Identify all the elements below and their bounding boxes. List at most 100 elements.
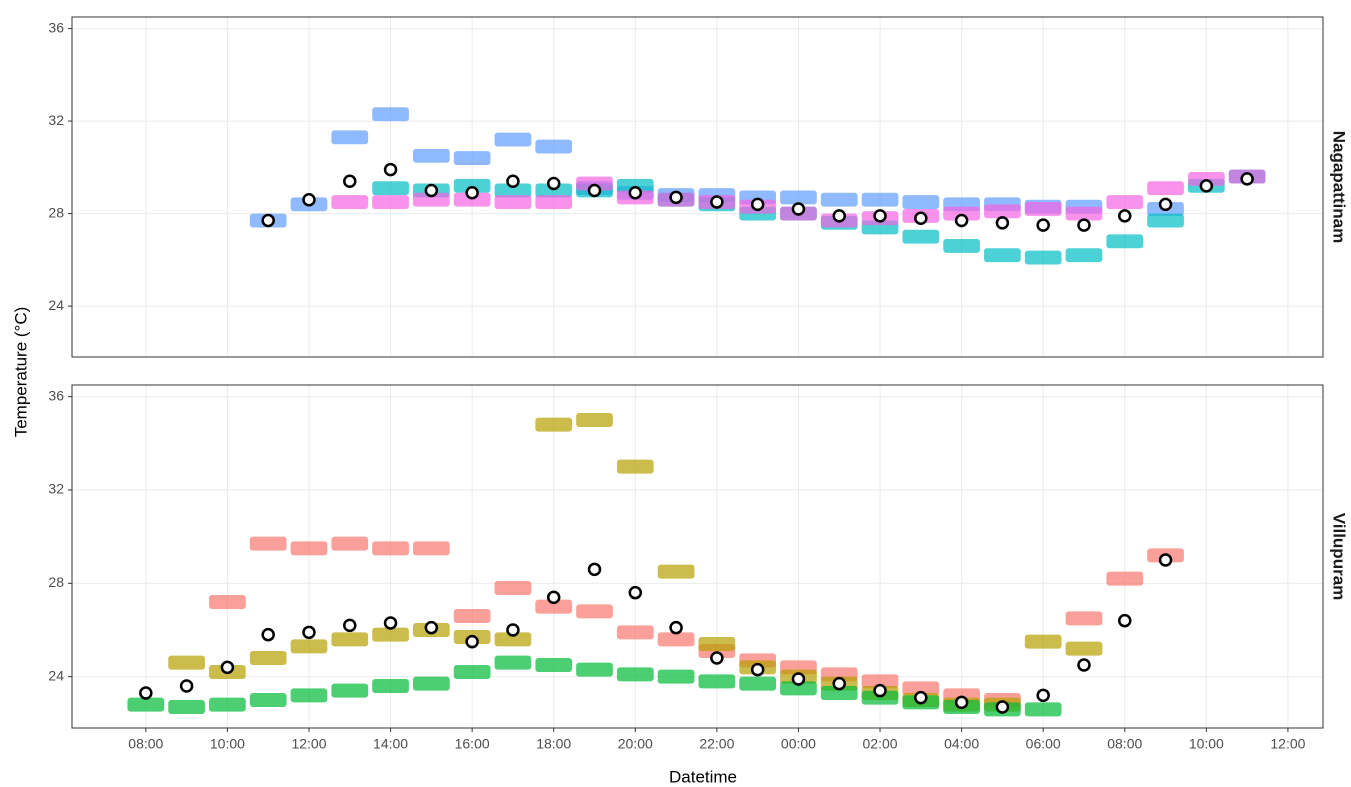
panel-background: [72, 17, 1323, 357]
point-cluster: [1024, 202, 1062, 216]
point-cluster: [290, 639, 328, 654]
facet-label: Nagapattinam: [1330, 131, 1349, 243]
x-tick-label: 00:00: [781, 736, 816, 752]
hourly-mean: [465, 634, 479, 649]
y-tick-label: 32: [48, 481, 64, 497]
point-cluster: [1106, 195, 1144, 209]
point-cluster: [453, 609, 491, 623]
point-cluster: [535, 183, 573, 198]
x-tick-label: 08:00: [128, 736, 163, 752]
point-cluster: [331, 683, 369, 698]
point-cluster: [494, 632, 532, 647]
x-axis-label: Datetime: [669, 767, 737, 786]
y-axis-label: Temperature (°C): [11, 307, 30, 438]
hourly-mean: [261, 627, 275, 642]
point-cluster: [943, 239, 980, 253]
hourly-mean: [669, 620, 683, 635]
point-cluster: [372, 181, 409, 196]
point-cluster: [453, 151, 491, 166]
point-cluster: [372, 541, 409, 556]
panel-border: [71, 384, 1324, 729]
y-tick-label: 28: [48, 574, 64, 590]
hourly-mean: [750, 197, 765, 212]
point-cluster: [657, 669, 695, 684]
x-tick-label: 22:00: [699, 736, 734, 752]
point-cluster: [576, 176, 613, 191]
hourly-mean: [261, 213, 275, 228]
hourly-mean: [710, 651, 724, 665]
hourly-mean: [832, 676, 846, 691]
y-tick-label: 28: [48, 204, 64, 220]
point-cluster: [209, 595, 246, 609]
point-cluster: [616, 459, 654, 474]
point-cluster: [739, 676, 777, 691]
hourly-mean: [383, 162, 398, 177]
hourly-mean: [424, 183, 439, 198]
point-cluster: [453, 178, 491, 193]
point-cluster: [943, 206, 980, 221]
hourly-mean: [1158, 197, 1173, 212]
hourly-mean: [914, 690, 928, 705]
hourly-mean: [506, 623, 520, 637]
hourly-mean: [546, 176, 561, 191]
point-cluster: [984, 204, 1021, 219]
point-cluster: [1106, 571, 1144, 586]
hourly-mean: [1240, 172, 1254, 186]
point-cluster: [494, 655, 532, 670]
hourly-mean: [954, 695, 969, 710]
point-cluster: [820, 686, 858, 700]
hourly-mean: [343, 618, 357, 633]
point-cluster: [494, 581, 532, 595]
x-tick-label: 06:00: [1026, 736, 1061, 752]
panel-background: [72, 385, 1323, 728]
x-tick-label: 12:00: [1270, 736, 1305, 752]
point-cluster: [372, 107, 409, 122]
point-cluster: [576, 662, 613, 677]
hourly-mean: [343, 174, 357, 188]
point-cluster: [861, 674, 899, 689]
facet-label: Villupuram: [1330, 513, 1349, 601]
point-cluster: [127, 697, 165, 712]
hourly-mean: [954, 213, 969, 228]
hourly-mean: [1036, 688, 1050, 703]
y-tick-label: 24: [48, 297, 64, 313]
point-cluster: [494, 132, 532, 147]
x-tick-label: 10:00: [210, 736, 245, 752]
hourly-mean: [750, 662, 765, 677]
point-cluster: [780, 190, 817, 205]
hourly-mean: [914, 211, 928, 225]
y-tick-label: 36: [48, 387, 64, 403]
x-tick-label: 04:00: [944, 736, 979, 752]
point-cluster: [249, 536, 287, 551]
point-cluster: [1065, 248, 1103, 263]
point-cluster: [453, 192, 491, 207]
x-tick-label: 12:00: [291, 736, 326, 752]
x-tick-label: 20:00: [618, 736, 653, 752]
point-cluster: [657, 564, 695, 579]
point-cluster: [861, 192, 899, 207]
hourly-mean: [710, 195, 724, 209]
point-cluster: [412, 148, 450, 163]
point-cluster: [576, 413, 613, 427]
point-cluster: [209, 697, 246, 712]
hourly-mean: [873, 683, 887, 698]
hourly-mean: [995, 216, 1010, 230]
hourly-mean: [995, 700, 1010, 714]
point-cluster: [1187, 171, 1225, 186]
hourly-mean: [832, 209, 846, 223]
hourly-mean: [1077, 218, 1091, 232]
point-cluster: [412, 676, 450, 691]
point-cluster: [168, 700, 205, 714]
point-cluster: [494, 183, 532, 198]
point-cluster: [1065, 206, 1103, 221]
point-cluster: [1024, 702, 1062, 717]
hourly-mean: [587, 562, 602, 577]
point-cluster: [290, 541, 328, 556]
hourly-mean: [302, 625, 316, 640]
point-cluster: [902, 681, 940, 696]
hourly-mean: [546, 590, 561, 605]
x-tick-label: 10:00: [1189, 736, 1224, 752]
x-tick-label: 08:00: [1107, 736, 1142, 752]
x-tick-label: 14:00: [373, 736, 408, 752]
